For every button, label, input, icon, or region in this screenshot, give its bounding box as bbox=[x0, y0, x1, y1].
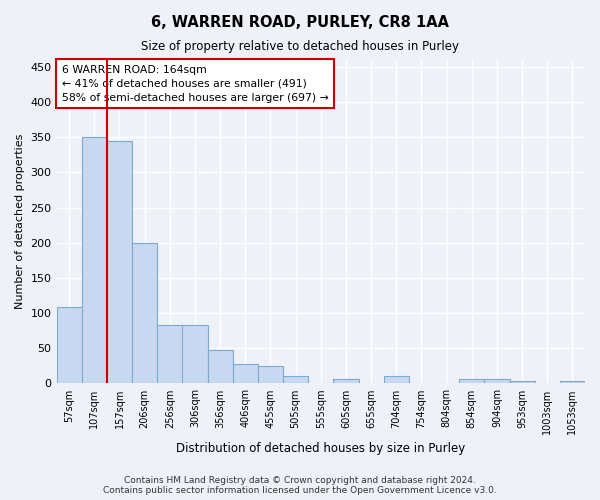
Bar bbox=[509, 382, 535, 384]
Bar bbox=[182, 325, 208, 384]
Bar bbox=[82, 138, 107, 384]
Text: Contains HM Land Registry data © Crown copyright and database right 2024.
Contai: Contains HM Land Registry data © Crown c… bbox=[103, 476, 497, 495]
Bar bbox=[459, 378, 484, 384]
Bar bbox=[107, 141, 132, 384]
Bar bbox=[334, 378, 359, 384]
Text: Size of property relative to detached houses in Purley: Size of property relative to detached ho… bbox=[141, 40, 459, 53]
Bar bbox=[258, 366, 283, 384]
Y-axis label: Number of detached properties: Number of detached properties bbox=[15, 134, 25, 310]
Bar bbox=[157, 325, 182, 384]
Text: 6, WARREN ROAD, PURLEY, CR8 1AA: 6, WARREN ROAD, PURLEY, CR8 1AA bbox=[151, 15, 449, 30]
Bar bbox=[283, 376, 308, 384]
X-axis label: Distribution of detached houses by size in Purley: Distribution of detached houses by size … bbox=[176, 442, 466, 455]
Bar bbox=[383, 376, 409, 384]
Bar bbox=[56, 308, 82, 384]
Bar bbox=[208, 350, 233, 384]
Bar bbox=[233, 364, 258, 384]
Bar bbox=[484, 378, 509, 384]
Bar bbox=[132, 243, 157, 384]
Text: 6 WARREN ROAD: 164sqm
← 41% of detached houses are smaller (491)
58% of semi-det: 6 WARREN ROAD: 164sqm ← 41% of detached … bbox=[62, 65, 329, 103]
Bar bbox=[560, 382, 585, 384]
